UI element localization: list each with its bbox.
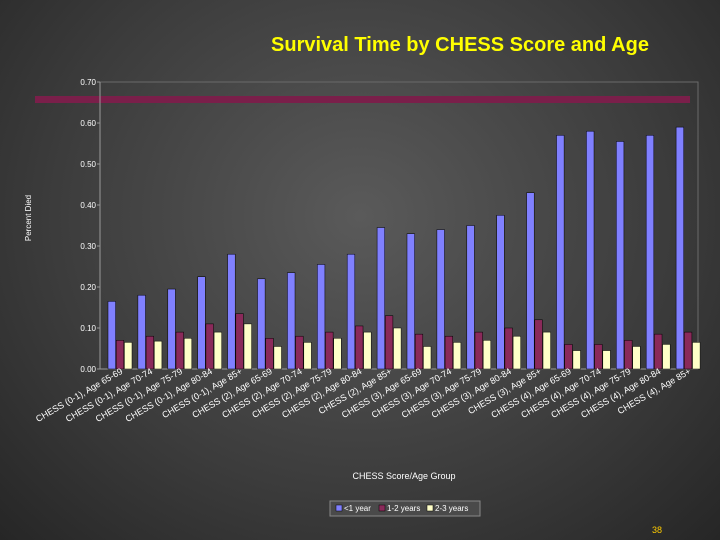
bar [154, 340, 163, 370]
bar [675, 126, 684, 370]
legend-swatch [335, 504, 343, 512]
bar [257, 278, 266, 370]
bar [137, 294, 146, 370]
legend-label: 2-3 years [435, 504, 468, 513]
bar [393, 327, 402, 370]
bar [466, 225, 475, 370]
bar [295, 335, 304, 370]
bar [145, 335, 154, 370]
y-tick-label: 0.60 [80, 119, 96, 128]
bar [243, 323, 252, 370]
bar [363, 331, 372, 370]
bars [107, 126, 701, 370]
bar [556, 135, 565, 370]
y-ticks: 0.00 0.10 0.20 0.30 0.40 0.50 0.60 0.70 [80, 78, 100, 374]
bar [594, 344, 603, 370]
bar [303, 342, 312, 370]
y-tick-label: 0.70 [80, 78, 96, 87]
bar [107, 301, 116, 370]
bar [684, 331, 693, 370]
accent-bar [35, 96, 690, 103]
legend-box [329, 500, 481, 517]
bar [385, 315, 394, 370]
bar [355, 325, 364, 370]
bar [692, 342, 701, 370]
bar [167, 288, 176, 370]
bar [444, 335, 453, 370]
chart-title: Survival Time by CHESS Score and Age [271, 34, 649, 56]
y-tick-label: 0.20 [80, 283, 96, 292]
bar [526, 192, 535, 370]
y-tick-label: 0.10 [80, 324, 96, 333]
bar [175, 331, 184, 370]
bar [287, 272, 296, 370]
bar [512, 335, 521, 370]
legend-label: 1-2 years [387, 504, 420, 513]
bar [333, 338, 342, 370]
x-axis-label: CHESS Score/Age Group [352, 471, 455, 481]
bar [227, 253, 236, 370]
bar [115, 340, 125, 370]
bar [436, 229, 445, 370]
legend: <1 year 1-2 years 2-3 years [329, 500, 481, 517]
bar [602, 350, 611, 370]
y-tick-label: 0.40 [80, 201, 96, 210]
bar [482, 340, 492, 370]
bar [474, 331, 483, 370]
bar [616, 141, 625, 370]
bar [265, 338, 274, 370]
bar [414, 333, 424, 370]
bar [453, 342, 462, 370]
legend-label: <1 year [344, 504, 371, 513]
plot-area [99, 81, 699, 370]
bar [504, 327, 513, 370]
bar [654, 333, 663, 370]
bar [325, 331, 334, 370]
bar [423, 346, 432, 370]
bar [197, 276, 206, 370]
y-axis-label: Percent Died [24, 195, 33, 241]
bar [317, 264, 326, 370]
bar [534, 319, 543, 370]
bar [624, 340, 633, 370]
bar [273, 346, 282, 370]
legend-swatch [378, 504, 386, 512]
bar [235, 313, 244, 370]
bar [632, 346, 641, 370]
bar [496, 215, 505, 370]
bar [572, 350, 581, 370]
y-tick-label: 0.50 [80, 160, 96, 169]
bar [346, 253, 356, 370]
y-tick-label: 0.30 [80, 242, 96, 251]
bar [213, 331, 222, 370]
bar [662, 344, 671, 370]
slide-number: 38 [652, 525, 663, 535]
bar [376, 227, 385, 370]
bar [564, 344, 573, 370]
bar [542, 331, 551, 370]
bar [645, 135, 655, 370]
y-tick-label: 0.00 [80, 365, 96, 374]
bar [586, 130, 595, 370]
bar [183, 338, 193, 370]
legend-swatch [426, 504, 434, 512]
bar [406, 233, 415, 370]
bar [205, 323, 214, 370]
bar [124, 342, 133, 370]
